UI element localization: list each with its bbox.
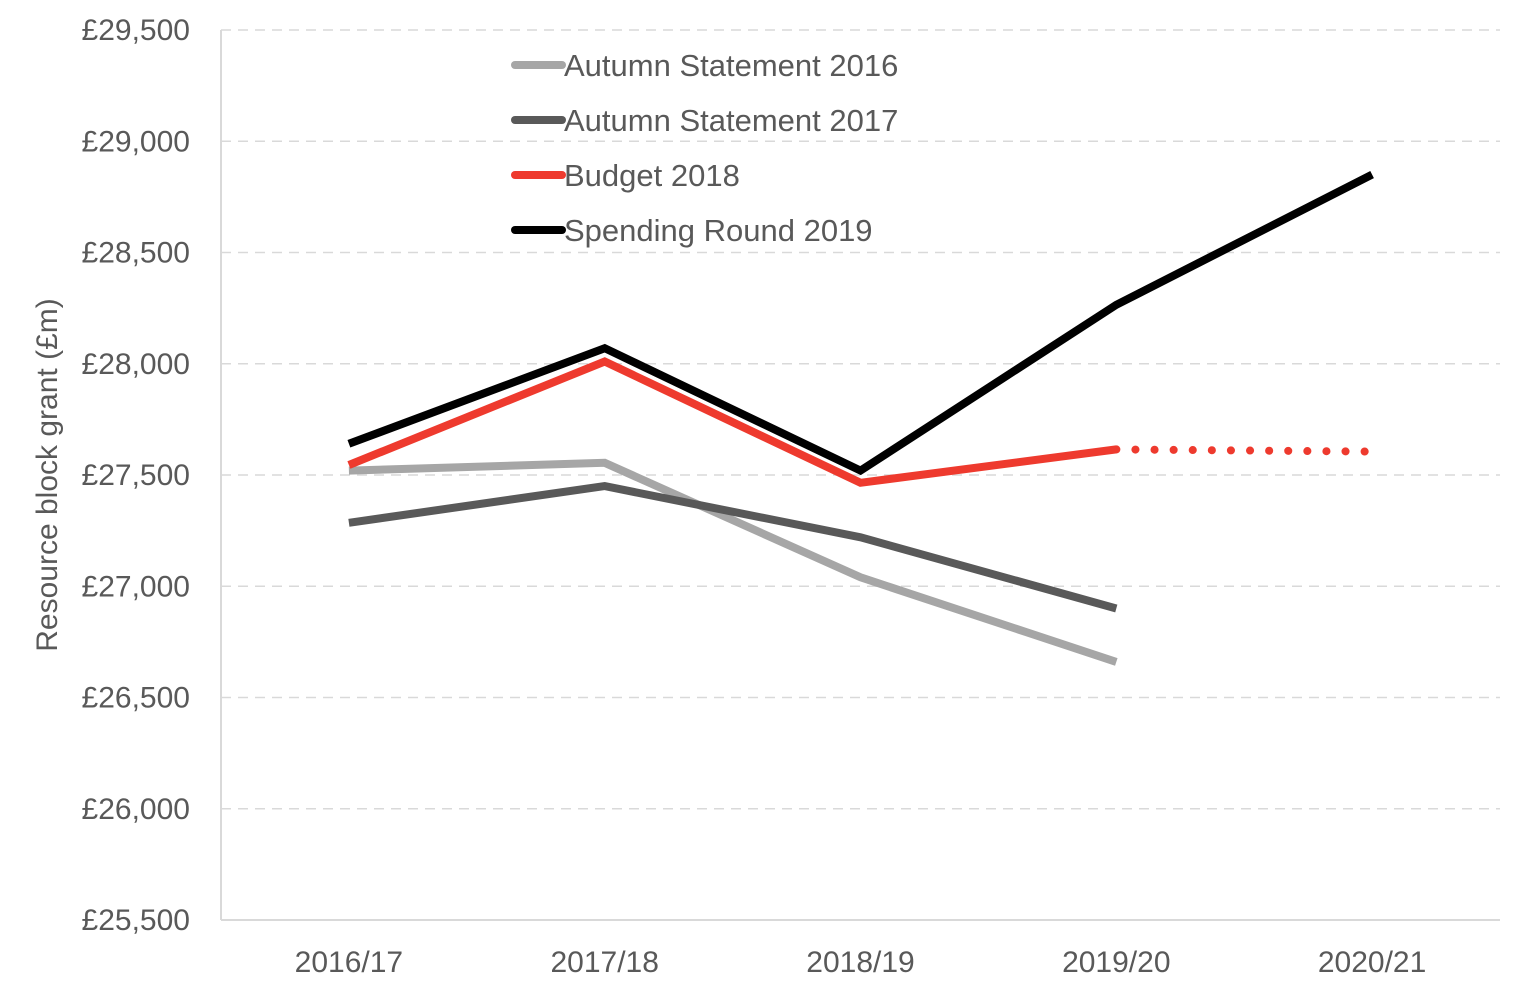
series-line-spending-round-2019 bbox=[347, 171, 1374, 476]
axes bbox=[220, 30, 1500, 921]
series-projection-budget-2018 bbox=[1112, 445, 1377, 456]
series-lines bbox=[347, 171, 1377, 666]
legend-label: Budget 2018 bbox=[564, 158, 740, 193]
y-axis-tick-labels: £25,500 £26,000 £26,500 £27,000 £27,500 £28,0… bbox=[82, 14, 190, 937]
y-tick-label: £29,500 bbox=[82, 14, 190, 47]
legend: Autumn Statement 2016 Autumn Statement 20… bbox=[511, 48, 898, 248]
series-line-autumn-statement-2017 bbox=[348, 482, 1118, 613]
x-axis-tick-labels: 2016/17 2017/18 2018/19 2019/20 2020/21 bbox=[295, 946, 1427, 979]
x-tick-label: 2020/21 bbox=[1318, 946, 1426, 979]
legend-label: Autumn Statement 2017 bbox=[564, 103, 898, 138]
x-tick-label: 2016/17 bbox=[295, 946, 403, 979]
y-tick-label: £29,000 bbox=[82, 125, 190, 158]
x-tick-label: 2017/18 bbox=[550, 946, 658, 979]
y-axis-title: Resource block grant (£m) bbox=[31, 298, 64, 651]
y-tick-label: £27,000 bbox=[82, 570, 190, 603]
y-tick-label: £25,500 bbox=[82, 904, 190, 937]
y-tick-label: £26,000 bbox=[82, 793, 190, 826]
y-tick-label: £27,500 bbox=[82, 459, 190, 492]
series-line-budget-2018 bbox=[347, 357, 1117, 487]
legend-label: Autumn Statement 2016 bbox=[564, 48, 898, 83]
y-tick-label: £26,500 bbox=[82, 682, 190, 715]
gridlines bbox=[221, 29, 1500, 810]
x-tick-label: 2018/19 bbox=[806, 946, 914, 979]
legend-label: Spending Round 2019 bbox=[564, 213, 873, 248]
series-line-autumn-statement-2016 bbox=[348, 458, 1118, 666]
x-tick-label: 2019/20 bbox=[1062, 946, 1170, 979]
y-tick-label: £28,000 bbox=[82, 348, 190, 381]
y-tick-label: £28,500 bbox=[82, 237, 190, 270]
